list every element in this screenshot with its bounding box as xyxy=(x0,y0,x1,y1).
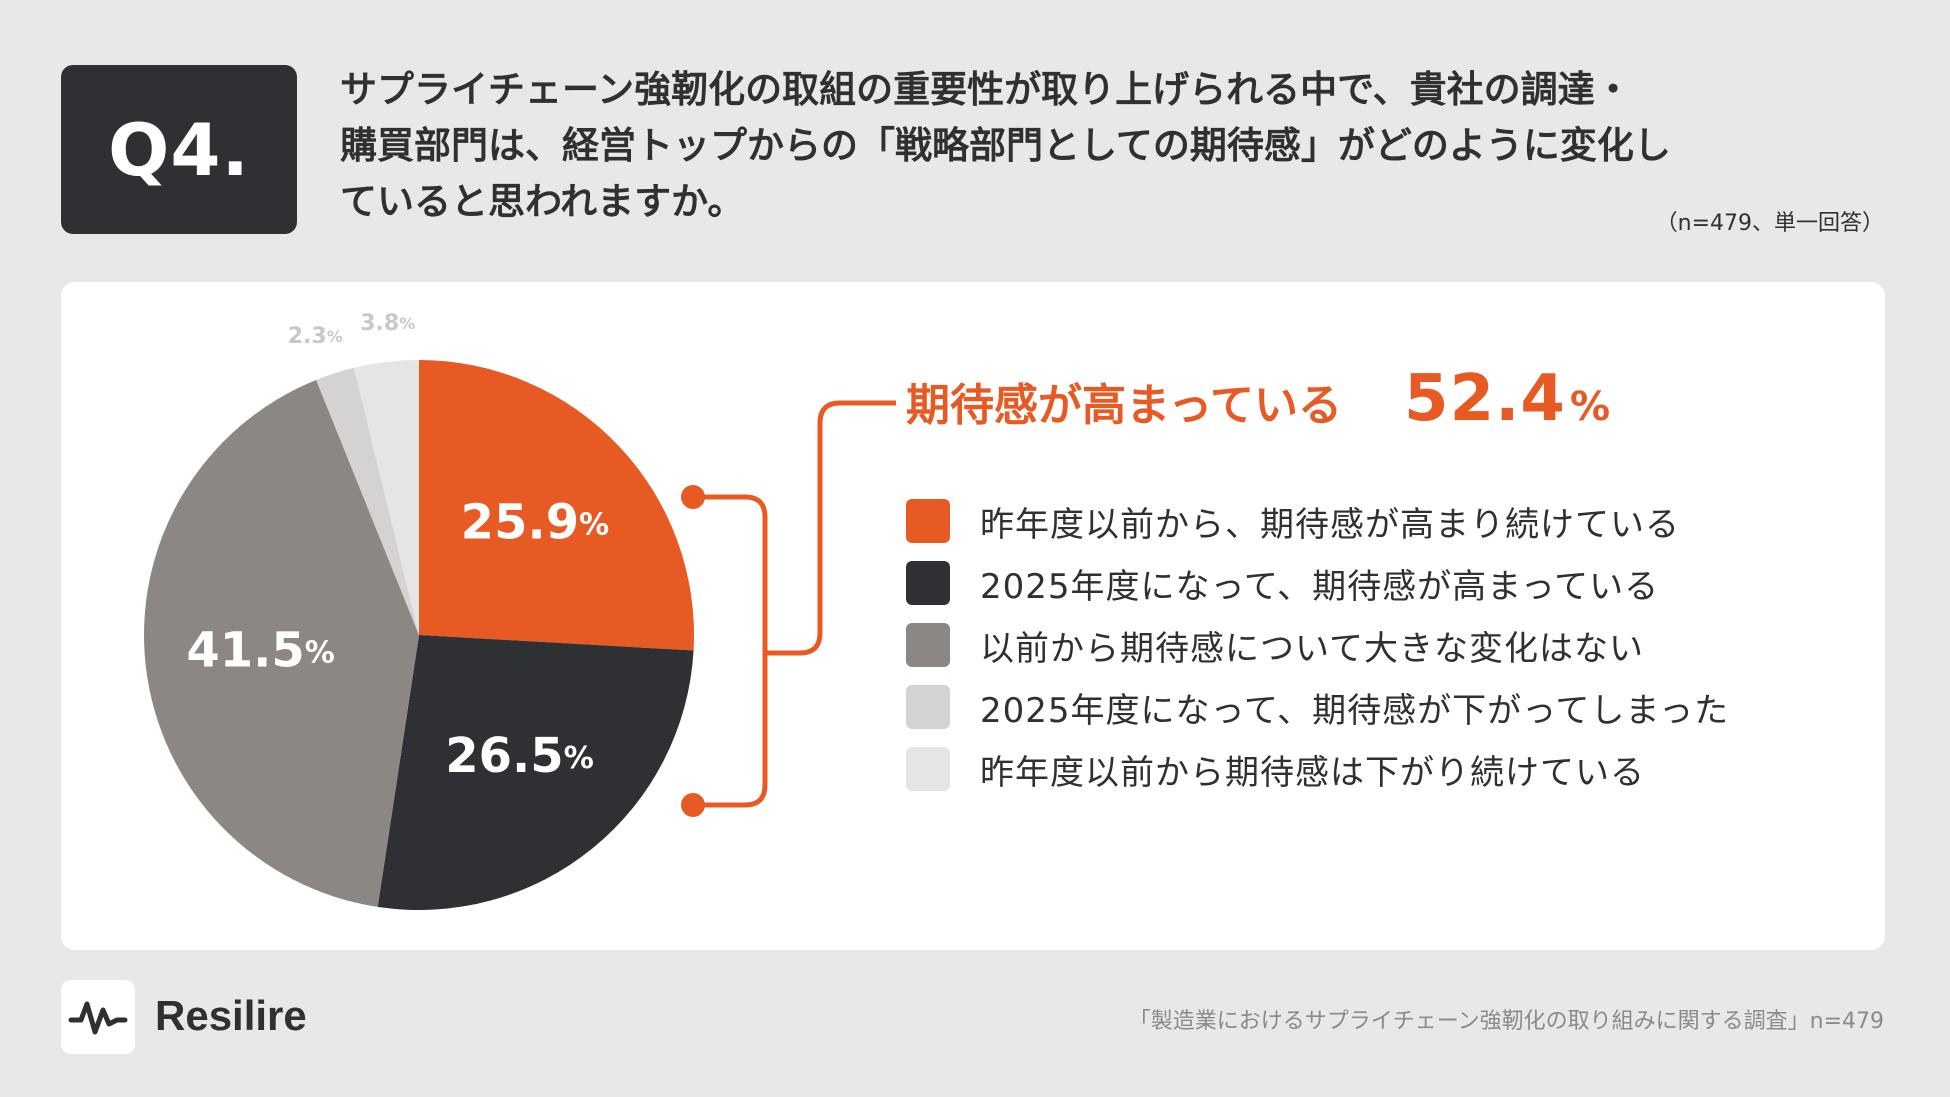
brand-logo xyxy=(61,980,135,1054)
sample-note: （n=479、単一回答） xyxy=(1655,211,1884,236)
pie-slice xyxy=(419,360,694,651)
legend-swatch xyxy=(906,685,950,729)
slice-label: 41.5% xyxy=(186,622,335,678)
legend-swatch xyxy=(906,561,950,605)
highlight-bracket xyxy=(693,400,896,808)
bracket-dot xyxy=(681,485,705,509)
question-number-badge: Q4. xyxy=(61,65,297,234)
legend-swatch xyxy=(906,623,950,667)
brand-name: Resilire xyxy=(155,992,307,1039)
question-line-2: 購買部門は、経営トップからの「戦略部門としての期待感」がどのように変化し xyxy=(340,124,1671,167)
waveform-icon xyxy=(68,1001,128,1035)
highlight-value: 52.4 xyxy=(1404,362,1566,436)
legend-label: 2025年度になって、期待感が下がってしまった xyxy=(980,690,1730,731)
legend-item: 昨年度以前から期待感は下がり続けている xyxy=(906,738,1729,800)
slice-label: 26.5% xyxy=(445,728,594,784)
highlight-label: 期待感が高まっている xyxy=(906,380,1343,431)
legend-label: 昨年度以前から期待感は下がり続けている xyxy=(980,752,1645,793)
legend-swatch xyxy=(906,747,950,791)
slice-label: 3.8% xyxy=(360,311,415,336)
pie-slice xyxy=(353,360,419,635)
pie-slice xyxy=(144,379,419,907)
highlight-callout: 期待感が高まっている 52.4% xyxy=(906,362,1610,436)
legend-item: 昨年度以前から、期待感が高まり続けている xyxy=(906,490,1729,552)
slice-label: 2.3% xyxy=(288,324,343,349)
chart-legend: 昨年度以前から、期待感が高まり続けている 2025年度になって、期待感が高まって… xyxy=(906,490,1729,800)
question-line-1: サプライチェーン強靭化の取組の重要性が取り上げられる中で、貴社の調達・ xyxy=(340,68,1632,111)
legend-label: 以前から期待感について大きな変化はない xyxy=(980,628,1644,669)
pie-slice xyxy=(377,635,694,910)
question-text: サプライチェーン強靭化の取組の重要性が取り上げられる中で、貴社の調達・ 購買部門… xyxy=(340,62,1900,230)
source-credit: 「製造業におけるサプライチェーン強靭化の取り組みに関する調査」n=479 xyxy=(1128,1009,1884,1034)
legend-item: 2025年度になって、期待感が高まっている xyxy=(906,552,1729,614)
legend-item: 2025年度になって、期待感が下がってしまった xyxy=(906,676,1729,738)
legend-label: 昨年度以前から、期待感が高まり続けている xyxy=(980,504,1680,545)
legend-item: 以前から期待感について大きな変化はない xyxy=(906,614,1729,676)
slice-label: 25.9% xyxy=(461,494,610,550)
legend-label: 2025年度になって、期待感が高まっている xyxy=(980,566,1660,607)
highlight-unit: % xyxy=(1569,384,1611,430)
question-line-3: ていると思われますか。 xyxy=(340,180,745,223)
pie-slice xyxy=(316,367,419,635)
legend-swatch xyxy=(906,499,950,543)
bracket-dot xyxy=(681,793,705,817)
